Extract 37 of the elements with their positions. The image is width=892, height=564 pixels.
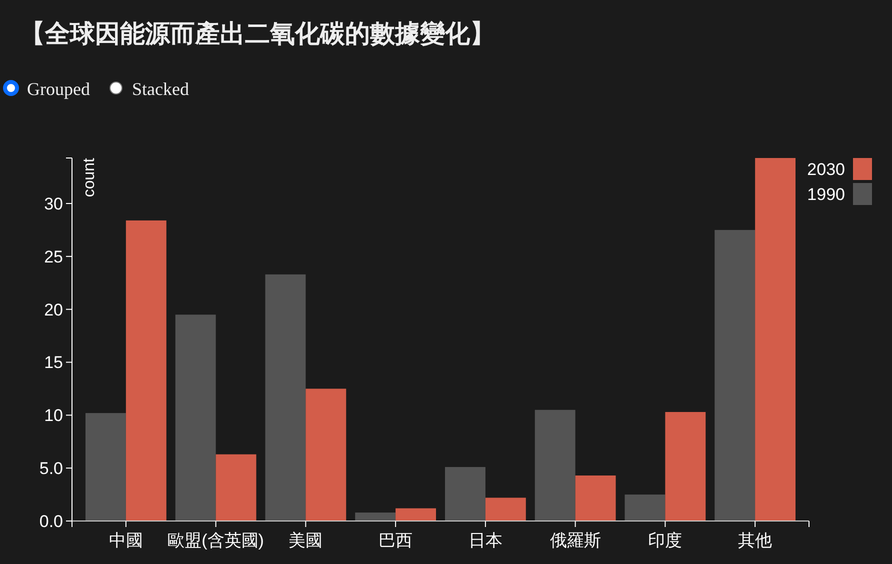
x-tick-label: 美國 [288, 531, 323, 550]
legend-label: 2030 [807, 160, 845, 179]
bar [624, 494, 666, 521]
x-tick-label: 歐盟(含英國) [168, 531, 264, 550]
bar [714, 230, 756, 521]
bar [665, 412, 706, 521]
bar [355, 512, 396, 521]
y-tick-label: 25 [44, 247, 63, 266]
y-tick-label: 5.0 [39, 459, 63, 478]
bar [306, 388, 346, 521]
bar [444, 467, 486, 521]
bar [85, 413, 126, 521]
y-tick-label: 30 [44, 194, 63, 214]
x-tick-label: 其他 [738, 531, 772, 550]
y-tick-label: 20 [44, 300, 63, 320]
legend-label: 1990 [807, 184, 845, 204]
text: Stacked [132, 79, 189, 99]
y-tick-label: 15 [44, 353, 63, 372]
bar [396, 508, 436, 521]
bar [216, 454, 256, 521]
text: Grouped [27, 79, 90, 99]
x-tick-label: 印度 [648, 531, 682, 550]
chart-title: 【全球因能源而產出二氧化碳的數據變化】 [20, 20, 495, 48]
bar [126, 220, 166, 521]
bar [175, 314, 216, 521]
x-tick-label: 日本 [468, 531, 502, 550]
x-tick-label: 俄羅斯 [550, 531, 601, 550]
y-axis-title: count [81, 157, 98, 198]
x-tick-label: 中國 [108, 531, 143, 550]
bar [575, 475, 616, 521]
y-tick-label: 10 [44, 406, 63, 426]
bar [755, 158, 796, 521]
bar [534, 410, 576, 521]
bar [485, 498, 526, 521]
bar [265, 274, 306, 521]
x-tick-label: 巴西 [378, 531, 413, 550]
y-tick-label: 0.0 [39, 512, 63, 531]
